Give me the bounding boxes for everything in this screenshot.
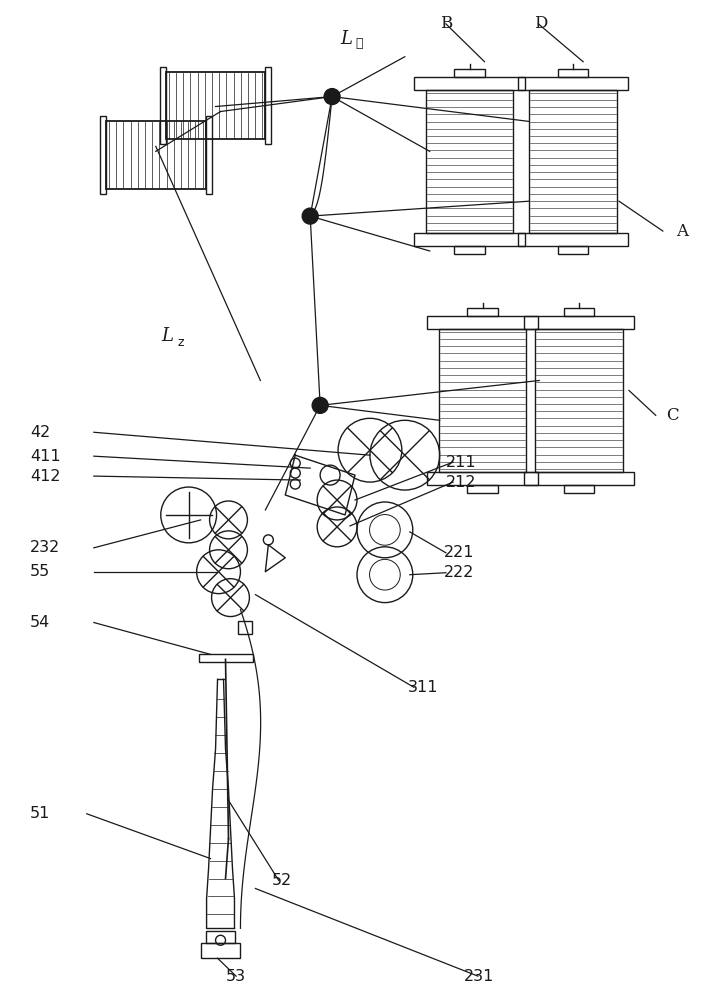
Bar [106, 121, 206, 189]
Text: 42: 42 [30, 425, 50, 440]
Circle shape [324, 89, 340, 105]
Text: 211: 211 [446, 455, 476, 470]
Text: B: B [440, 15, 452, 32]
Text: 51: 51 [30, 806, 50, 821]
Bar [524, 472, 634, 485]
Text: 55: 55 [30, 564, 50, 579]
Bar [427, 316, 538, 329]
Bar [467, 308, 498, 316]
Bar [266, 67, 271, 144]
Bar [427, 472, 538, 485]
Bar [558, 246, 588, 254]
Bar [166, 72, 266, 139]
Bar [536, 329, 623, 472]
Text: 232: 232 [30, 540, 60, 555]
Bar [524, 316, 634, 329]
Text: A: A [675, 223, 688, 240]
Text: 53: 53 [226, 969, 246, 984]
Text: L: L [161, 327, 174, 345]
Text: 222: 222 [444, 565, 474, 580]
Bar [558, 69, 588, 77]
Bar [160, 67, 166, 144]
Bar [454, 246, 485, 254]
Bar [564, 308, 595, 316]
Text: z: z [177, 336, 183, 349]
Circle shape [312, 397, 328, 413]
Bar [414, 77, 525, 90]
Bar [206, 116, 211, 194]
Text: 311: 311 [408, 680, 438, 695]
Text: 212: 212 [446, 475, 476, 490]
Bar [454, 69, 485, 77]
Bar [438, 329, 526, 472]
Bar [201, 943, 241, 958]
Bar [564, 485, 595, 493]
Bar [518, 233, 628, 246]
Text: C: C [666, 407, 679, 424]
Text: 54: 54 [30, 615, 50, 630]
Bar [467, 485, 498, 493]
Text: 411: 411 [30, 449, 61, 464]
Bar [238, 621, 253, 634]
Text: D: D [534, 15, 547, 32]
Text: 412: 412 [30, 469, 61, 484]
Bar [518, 77, 628, 90]
Circle shape [302, 208, 318, 224]
Bar [100, 116, 106, 194]
Text: 231: 231 [463, 969, 494, 984]
Text: 甲: 甲 [356, 37, 363, 50]
Text: L: L [340, 30, 352, 48]
Bar [529, 90, 617, 233]
Text: 52: 52 [271, 873, 292, 888]
Bar [198, 654, 253, 662]
Bar [426, 90, 513, 233]
Text: 221: 221 [444, 545, 474, 560]
Bar [206, 931, 236, 943]
Bar [414, 233, 525, 246]
